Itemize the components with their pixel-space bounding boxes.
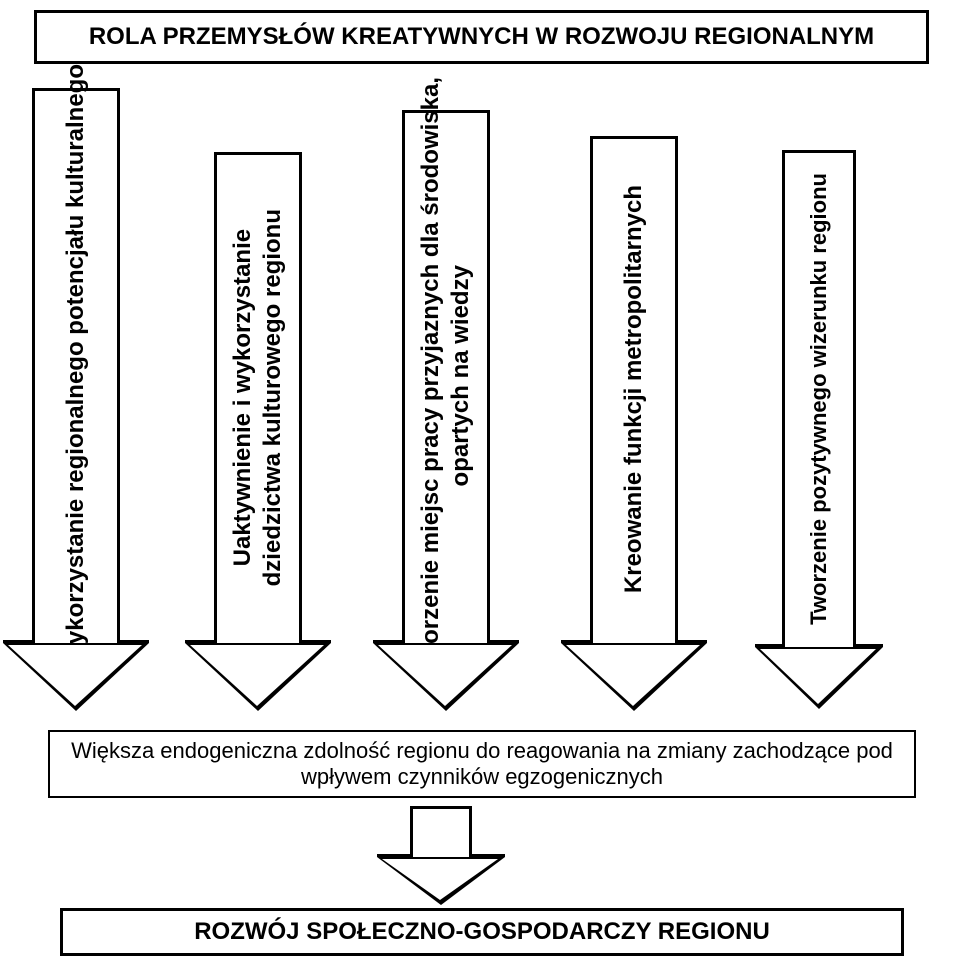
- arrow-3-shaft: Tworzenie miejsc pracy przyjaznych dla ś…: [402, 110, 490, 640]
- arrow-4-head: [561, 643, 707, 711]
- result-arrow-head: [377, 857, 505, 905]
- arrow-4-shaft: Kreowanie funkcji metropolitarnych: [590, 136, 678, 640]
- arrow-4-label: Kreowanie funkcji metropolitarnych: [619, 185, 649, 593]
- arrow-1-shaft: Wykorzystanie regionalnego potencjału ku…: [32, 88, 120, 640]
- result-arrow-head-fill: [382, 859, 498, 900]
- arrow-1: Wykorzystanie regionalnego potencjału ku…: [3, 88, 149, 711]
- arrow-1-head-fill: [8, 645, 142, 706]
- bottom-box-label: ROZWÓJ SPOŁECZNO-GOSPODARCZY REGIONU: [194, 918, 770, 946]
- bottom-box: ROZWÓJ SPOŁECZNO-GOSPODARCZY REGIONU: [60, 908, 904, 956]
- arrow-2-head-fill: [190, 645, 324, 706]
- result-arrow-shaft: [410, 806, 472, 854]
- arrow-5-shaft: Tworzenie pozytywnego wizerunku regionu: [782, 150, 856, 644]
- arrow-2-shaft: Uaktywnienie i wykorzystaniedziedzictwa …: [214, 152, 302, 640]
- title-box-label: ROLA PRZEMYSŁÓW KREATYWNYCH W ROZWOJU RE…: [89, 23, 874, 51]
- arrow-3: Tworzenie miejsc pracy przyjaznych dla ś…: [373, 110, 519, 711]
- mid-box-label: Większa endogeniczna zdolność regionu do…: [70, 738, 894, 790]
- arrow-3-head: [373, 643, 519, 711]
- mid-box: Większa endogeniczna zdolność regionu do…: [48, 730, 916, 798]
- arrow-1-label: Wykorzystanie regionalnego potencjału ku…: [61, 64, 91, 666]
- arrow-5-head-fill: [760, 649, 876, 704]
- arrow-2: Uaktywnienie i wykorzystaniedziedzictwa …: [185, 152, 331, 711]
- diagram-page: ROLA PRZEMYSŁÓW KREATYWNYCH W ROZWOJU RE…: [0, 0, 960, 968]
- arrow-5-label: Tworzenie pozytywnego wizerunku regionu: [805, 173, 833, 625]
- arrow-3-label: Tworzenie miejsc pracy przyjaznych dla ś…: [416, 77, 476, 675]
- arrow-2-head: [185, 643, 331, 711]
- arrow-3-head-fill: [378, 645, 512, 706]
- arrow-5: Tworzenie pozytywnego wizerunku regionu: [755, 150, 883, 709]
- arrow-4: Kreowanie funkcji metropolitarnych: [561, 136, 707, 711]
- result-arrow: [377, 806, 505, 905]
- arrow-1-head: [3, 643, 149, 711]
- arrow-5-head: [755, 647, 883, 709]
- title-box: ROLA PRZEMYSŁÓW KREATYWNYCH W ROZWOJU RE…: [34, 10, 929, 64]
- arrow-4-head-fill: [566, 645, 700, 706]
- arrow-2-label: Uaktywnienie i wykorzystaniedziedzictwa …: [228, 209, 288, 586]
